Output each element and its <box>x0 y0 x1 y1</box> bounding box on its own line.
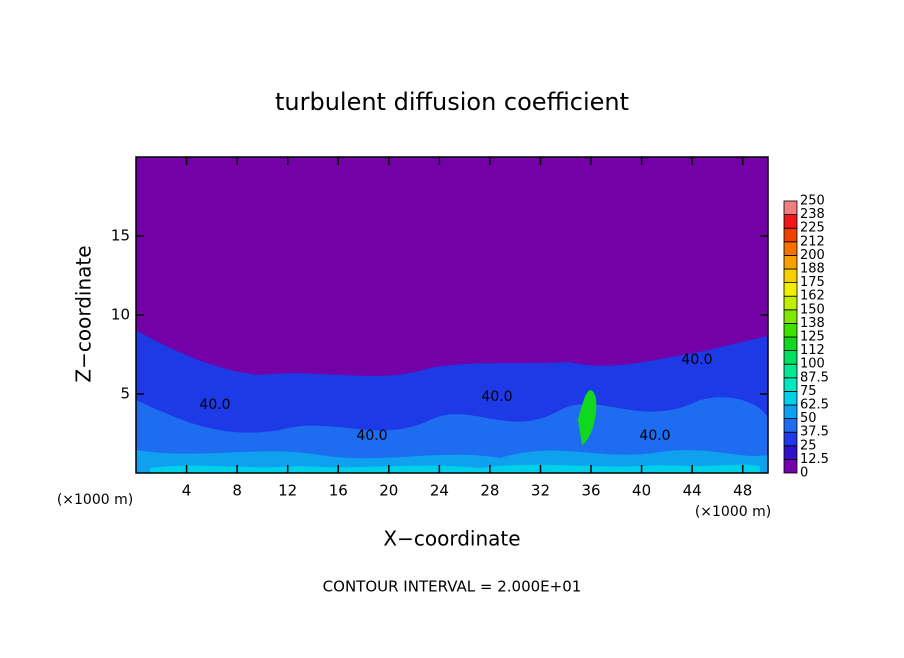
colorbar-label: 125 <box>800 330 825 345</box>
colorbar-swatch <box>783 295 798 311</box>
colorbar-swatch <box>783 390 798 406</box>
contour-label: 40.0 <box>639 428 670 444</box>
colorbar-swatch <box>783 282 798 297</box>
colorbar-swatch <box>783 241 798 256</box>
colorbar-swatch <box>783 200 798 216</box>
colorbar-swatch <box>783 431 798 447</box>
colorbar-swatch <box>783 254 798 270</box>
colorbar-label: 25 <box>800 438 817 453</box>
contour-label: 40.0 <box>681 352 712 368</box>
x-tick-label: 20 <box>379 482 398 500</box>
x-tick-label: 4 <box>182 482 192 500</box>
x-axis-label: X−coordinate <box>383 527 520 551</box>
colorbar-swatch <box>783 350 798 365</box>
y-axis-label: Z−coordinate <box>72 245 96 382</box>
colorbar-label: 62.5 <box>800 398 829 413</box>
x-tick-label: 16 <box>329 482 348 500</box>
colorbar-label: 162 <box>800 289 825 304</box>
colorbar-label: 112 <box>800 343 825 358</box>
colorbar-label: 250 <box>800 194 825 209</box>
turbulent-layer <box>578 390 597 445</box>
colorbar-swatch <box>783 322 798 338</box>
x-tick-label: 32 <box>531 482 550 500</box>
x-unit-label: (×1000 m) <box>695 504 771 520</box>
colorbar-label: 0 <box>800 466 808 481</box>
x-unit-label: (×1000 m) <box>57 492 133 508</box>
colorbar-label: 75 <box>800 384 817 399</box>
footer-note: CONTOUR INTERVAL = 2.000E+01 <box>323 578 582 596</box>
x-tick-label: 48 <box>733 482 752 500</box>
colorbar-swatch <box>783 418 798 433</box>
colorbar-swatch <box>783 227 798 243</box>
x-tick-label: 44 <box>683 482 702 500</box>
contour-label: 40.0 <box>481 389 512 405</box>
contour-label: 40.0 <box>199 397 230 413</box>
x-tick-label: 28 <box>480 482 499 500</box>
colorbar-swatch <box>783 458 798 474</box>
colorbar-label: 100 <box>800 357 825 372</box>
y-tick-label: 15 <box>111 227 130 245</box>
x-tick-label: 40 <box>632 482 651 500</box>
x-tick-label: 8 <box>232 482 242 500</box>
colorbar-label: 200 <box>800 248 825 263</box>
colorbar-label: 188 <box>800 262 825 277</box>
colorbar-label: 87.5 <box>800 370 829 385</box>
colorbar-swatch <box>783 363 798 379</box>
colorbar-swatch <box>783 268 798 284</box>
x-tick-label: 36 <box>581 482 600 500</box>
y-tick-label: 5 <box>120 385 130 403</box>
colorbar-label: 238 <box>800 207 825 222</box>
colorbar-label: 175 <box>800 275 825 290</box>
colorbar-label: 138 <box>800 316 825 331</box>
y-tick-label: 10 <box>111 306 130 324</box>
colorbar-label: 212 <box>800 234 825 249</box>
colorbar-swatch <box>783 336 798 352</box>
colorbar-swatch <box>783 404 798 420</box>
colorbar-swatch <box>783 309 798 324</box>
x-tick-label: 24 <box>430 482 449 500</box>
colorbar-label: 50 <box>800 411 817 426</box>
colorbar-label: 37.5 <box>800 425 829 440</box>
colorbar-label: 150 <box>800 302 825 317</box>
colorbar-label: 12.5 <box>800 452 829 467</box>
colorbar-swatch <box>783 377 798 392</box>
chart-title: turbulent diffusion coefficient <box>275 88 629 116</box>
colorbar-swatch <box>783 445 798 460</box>
colorbar-label: 225 <box>800 221 825 236</box>
colorbar-swatch <box>783 214 798 229</box>
contour-label: 40.0 <box>356 428 387 444</box>
turbulent-layer <box>150 464 760 473</box>
x-tick-label: 12 <box>278 482 297 500</box>
